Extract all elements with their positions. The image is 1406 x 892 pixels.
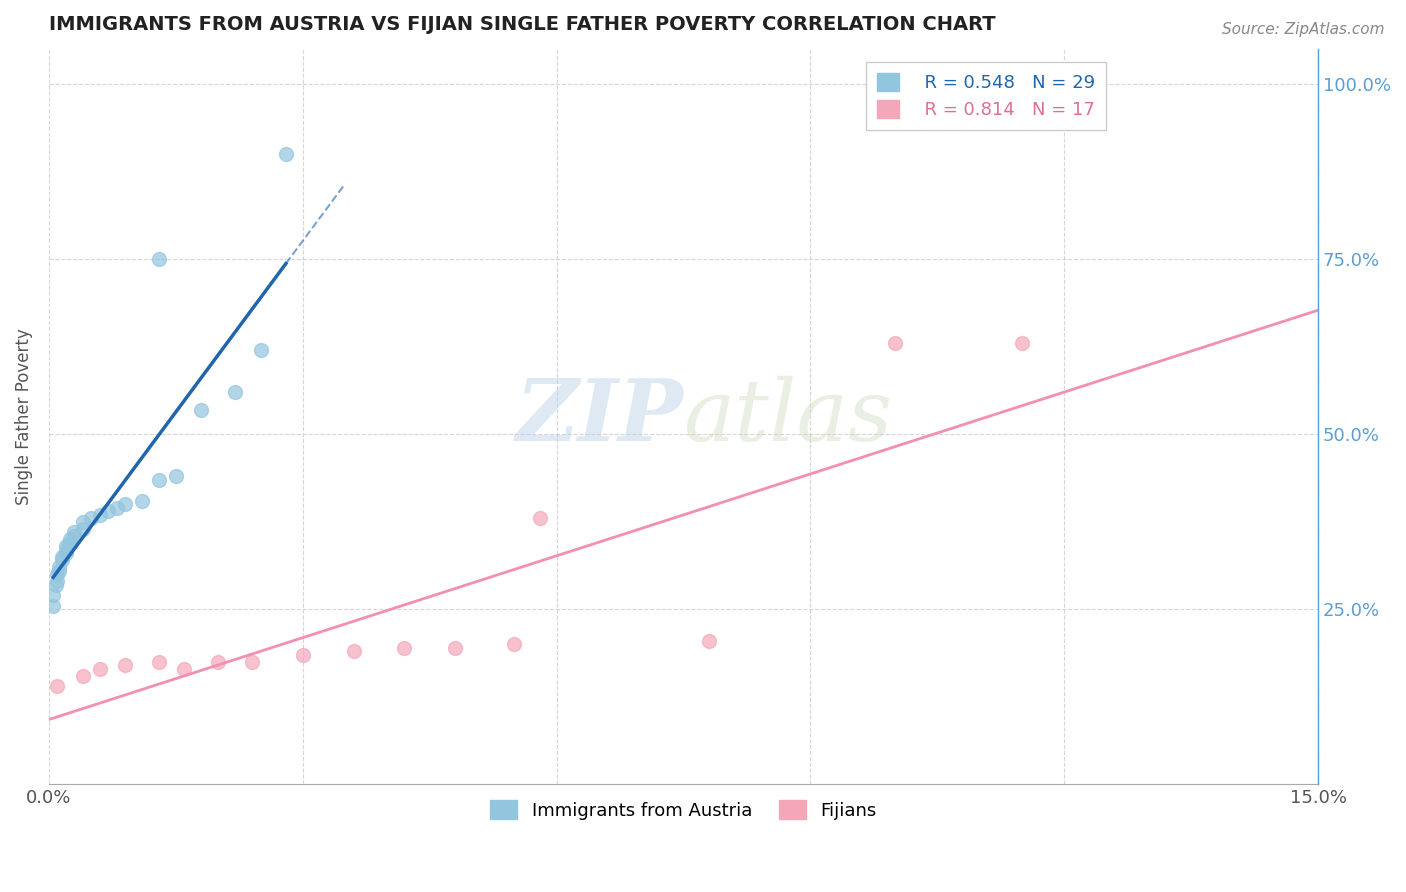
Point [72, 515, 94, 529]
Point [45, 578, 67, 592]
Point [51, 553, 73, 567]
Point [1011, 336, 1033, 351]
Point [444, 640, 467, 655]
Point [342, 644, 364, 658]
Point [55, 546, 77, 560]
Text: Source: ZipAtlas.com: Source: ZipAtlas.com [1222, 22, 1385, 37]
Point [190, 403, 212, 417]
Point [63, 525, 86, 540]
Point [240, 655, 263, 669]
Point [148, 473, 170, 487]
Point [55, 540, 77, 554]
Point [394, 640, 416, 655]
Point [249, 343, 271, 358]
Point [697, 634, 720, 648]
Text: IMMIGRANTS FROM AUSTRIA VS FIJIAN SINGLE FATHER POVERTY CORRELATION CHART: IMMIGRANTS FROM AUSTRIA VS FIJIAN SINGLE… [49, 15, 995, 34]
Point [148, 252, 170, 267]
Text: ZIP: ZIP [516, 376, 683, 458]
Point [148, 655, 170, 669]
Point [42, 589, 65, 603]
Point [59, 533, 82, 547]
Point [114, 658, 136, 673]
Point [89, 508, 111, 522]
Point [529, 511, 551, 525]
Point [131, 494, 153, 508]
Point [46, 567, 69, 582]
Point [46, 680, 69, 694]
Point [114, 498, 136, 512]
Point [63, 529, 86, 543]
Point [46, 574, 69, 589]
Point [165, 469, 187, 483]
Point [884, 336, 907, 351]
Y-axis label: Single Father Poverty: Single Father Poverty [15, 328, 32, 505]
Point [48, 560, 70, 574]
Point [51, 549, 73, 564]
Point [224, 385, 246, 400]
Point [173, 662, 195, 676]
Point [291, 648, 314, 662]
Point [97, 504, 120, 518]
Point [72, 522, 94, 536]
Legend: Immigrants from Austria, Fijians: Immigrants from Austria, Fijians [482, 793, 884, 827]
Point [72, 669, 94, 683]
Point [59, 536, 82, 550]
Point [503, 637, 526, 651]
Point [274, 147, 297, 161]
Point [89, 662, 111, 676]
Point [55, 543, 77, 558]
Point [48, 564, 70, 578]
Point [105, 500, 128, 515]
Text: atlas: atlas [683, 376, 893, 458]
Point [207, 655, 229, 669]
Point [42, 599, 65, 613]
Point [80, 511, 103, 525]
